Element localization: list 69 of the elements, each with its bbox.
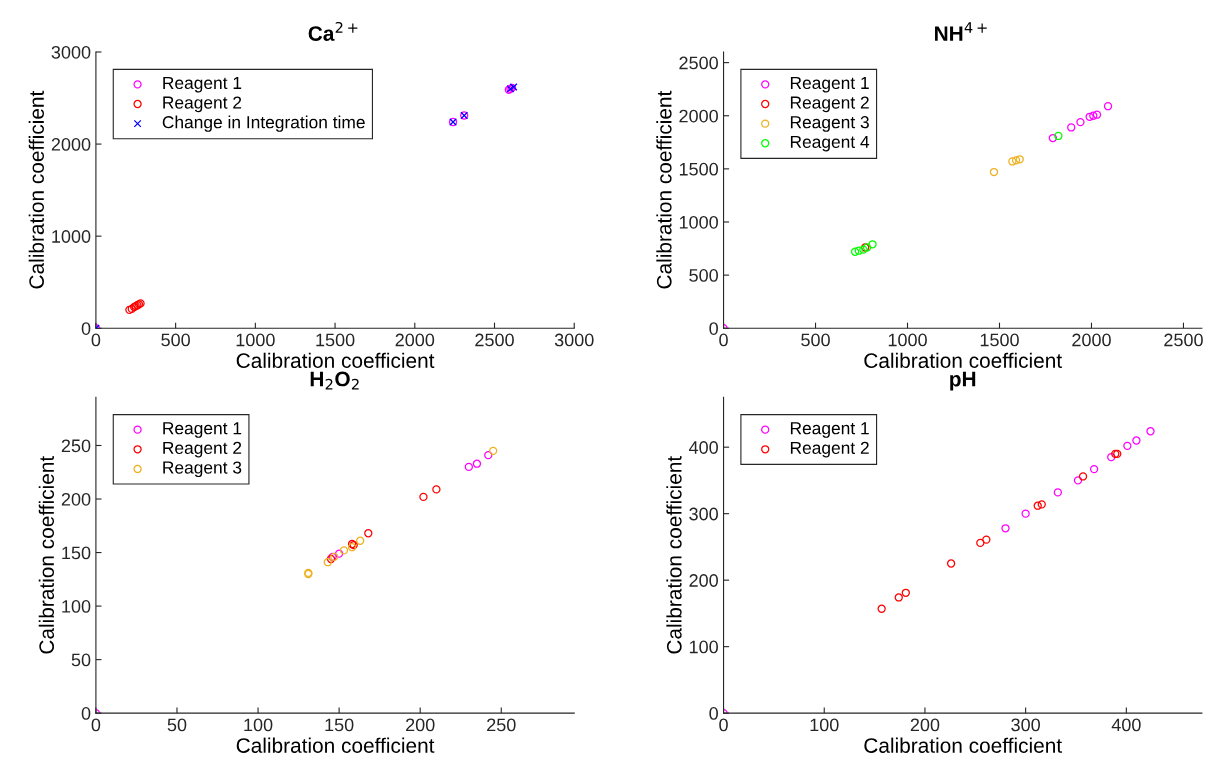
chart-title: pH [950, 371, 976, 391]
x-tick-label: 0 [719, 718, 728, 732]
x-tick-label: 1500 [316, 333, 355, 347]
x-tick-label: 3000 [554, 333, 594, 347]
y-tick-label: 2000 [51, 138, 91, 151]
legend-label: Change in Integration time [162, 115, 365, 132]
x-tick-label: 2500 [1164, 333, 1203, 347]
legend-label: Reagent 2 [163, 96, 242, 113]
x-tick-label: 0 [719, 333, 728, 347]
x-tick-label: 0 [91, 333, 101, 347]
y-axis-title: Calibration coefficient [38, 455, 55, 654]
chart-title: H$_{2}$O$_{2}$ [310, 371, 359, 390]
x-tick-label: 100 [810, 718, 839, 732]
legend-label: Reagent 2 [790, 441, 869, 458]
x-tick-label: 1000 [236, 333, 275, 347]
y-tick-label: 400 [688, 441, 718, 454]
x-tick-label: 200 [406, 718, 435, 732]
y-tick-label: 0 [81, 707, 91, 720]
x-tick-label: 500 [801, 333, 830, 347]
x-tick-label: 400 [1111, 718, 1141, 732]
y-axis-title: Calibration coefficient [656, 90, 672, 289]
legend-label: Reagent 3 [790, 116, 869, 132]
legend-label: Reagent 3 [163, 461, 242, 478]
x-tick-label: 2000 [395, 333, 435, 347]
y-axis-title: Calibration coefficient [666, 455, 682, 654]
x-tick-label: 300 [1011, 718, 1040, 732]
y-tick-label: 0 [709, 707, 718, 720]
legend-label: Reagent 1 [790, 422, 869, 438]
y-tick-label: 50 [71, 653, 91, 667]
legend-label: Reagent 1 [163, 76, 242, 93]
x-tick-label: 2000 [1072, 333, 1111, 347]
legend-label: Reagent 4 [790, 135, 870, 152]
x-tick-label: 100 [244, 718, 273, 732]
y-tick-label: 100 [689, 640, 718, 654]
y-tick-label: 100 [62, 600, 91, 613]
legend-label: Reagent 2 [163, 441, 242, 458]
chart-title: Ca$^{2+}$ [308, 21, 358, 41]
y-tick-label: 500 [689, 269, 718, 282]
x-axis-title: Calibration coefficient [864, 352, 1062, 369]
y-tick-label: 0 [81, 322, 91, 335]
x-axis-title: Calibration coefficient [236, 352, 435, 369]
y-tick-label: 250 [61, 439, 91, 453]
x-tick-label: 250 [487, 718, 516, 732]
x-tick-label: 0 [91, 718, 101, 732]
x-tick-label: 1000 [888, 333, 927, 347]
x-tick-label: 500 [161, 333, 190, 347]
y-tick-label: 150 [62, 546, 91, 560]
y-tick-label: 3000 [51, 45, 91, 59]
x-tick-label: 50 [167, 718, 187, 732]
chart-title: NH$^{4+}$ [935, 22, 987, 41]
y-tick-label: 200 [689, 574, 718, 587]
y-tick-label: 2000 [679, 109, 718, 123]
y-tick-label: 2500 [679, 56, 718, 70]
x-axis-title: Calibration coefficient [236, 737, 435, 753]
x-axis-title: Calibration coefficient [864, 737, 1062, 753]
y-tick-label: 1000 [679, 215, 718, 229]
y-tick-label: 200 [61, 492, 91, 506]
x-tick-label: 2500 [475, 333, 514, 347]
legend-label: Reagent 1 [790, 76, 869, 93]
y-tick-label: 1000 [52, 230, 91, 243]
y-tick-label: 300 [689, 507, 718, 521]
x-tick-label: 150 [325, 718, 354, 732]
x-tick-label: 200 [910, 718, 940, 732]
x-tick-label: 1500 [980, 333, 1019, 347]
y-axis-title: Calibration coefficient [28, 90, 44, 289]
y-tick-label: 1500 [679, 162, 718, 176]
legend-label: Reagent 1 [163, 422, 242, 438]
y-tick-label: 0 [709, 322, 718, 335]
legend-label: Reagent 2 [790, 96, 869, 113]
